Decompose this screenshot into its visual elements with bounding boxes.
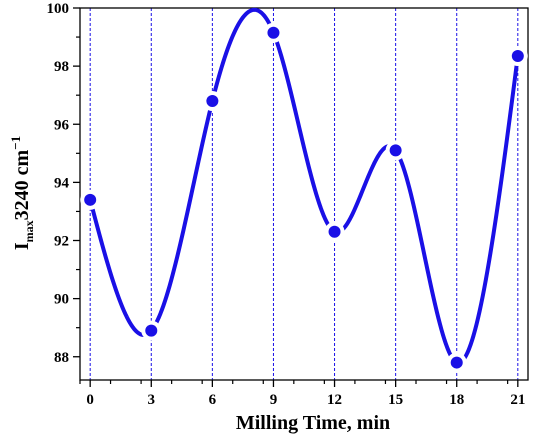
y-axis-title: Imax3240 cm−1 [8,136,36,250]
x-tick-label: 18 [449,392,464,408]
y-tick-label: 94 [54,175,70,191]
x-tick-label: 6 [209,392,217,408]
y-tick-label: 88 [54,350,69,366]
data-point [328,225,341,238]
data-point [206,95,219,107]
data-point [84,193,97,206]
x-axis-title: Milling Time, min [236,412,390,434]
data-point [389,144,402,157]
x-tick-label: 15 [388,392,403,408]
data-point [145,324,158,337]
y-axis-title-rest: 3240 cm [11,149,33,220]
series-line [88,7,520,365]
data-points [80,22,528,373]
y-tick-label: 90 [54,292,69,308]
data-point [267,26,280,39]
y-tick-label: 100 [47,1,70,17]
data-point [450,356,463,369]
y-tick-label: 98 [54,59,69,75]
x-tick-label: 3 [148,392,156,408]
y-axis-title-main: I [11,242,33,250]
x-tick-label: 21 [510,392,525,408]
y-tick-label: 96 [54,117,70,133]
x-tick-label: 0 [86,392,94,408]
plot-frame [79,7,529,381]
y-axis-title-sub: max [22,220,36,242]
x-tick-labels: 0 3 6 9 12 15 18 21 [86,392,525,408]
axis-ticks [73,7,519,387]
x-tick-label: 12 [327,392,342,408]
y-tick-label: 92 [54,234,69,250]
y-tick-labels: 88 90 92 94 96 98 100 [47,1,70,366]
x-gridlines [89,8,519,380]
series-curve-group [88,7,520,365]
y-axis-title-sup: −1 [8,136,23,150]
data-point [511,49,524,62]
x-tick-label: 9 [270,392,278,408]
